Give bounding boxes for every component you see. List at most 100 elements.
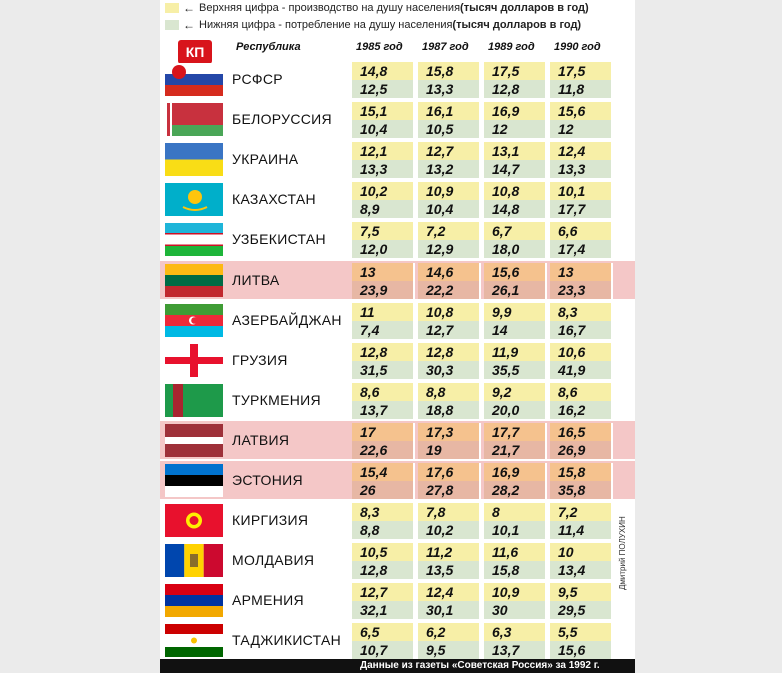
production-value: 17,5 [484,62,547,80]
production-value: 16,9 [484,463,547,481]
table-row: АРМЕНИЯ 12,7 12,4 10,9 9,5 32,1 30,1 30 29,5 [160,581,635,620]
republic-name: ТАДЖИКИСТАН [232,632,342,649]
legend-production: ← Верхняя цифра - производство на душу н… [165,0,589,16]
flag-icon [165,584,223,618]
consumption-value: 14,8 [484,200,547,219]
production-value: 15,8 [418,62,481,80]
production-value: 8 [484,503,547,522]
consumption-value: 22,6 [352,440,415,459]
consumption-value: 13,4 [550,561,613,580]
production-value: 15,6 [484,262,547,281]
table-row: МОЛДАВИЯ 10,5 11,2 11,6 10 12,8 13,5 15,8 13,4 [160,541,635,580]
production-value: 12,4 [550,142,613,161]
production-value: 11,2 [418,543,481,562]
consumption-value: 17,7 [550,200,613,219]
flag-icon [165,263,223,297]
production-value: 12,7 [352,583,415,602]
consumption-value: 27,8 [418,481,481,499]
production-value: 13,1 [484,142,547,161]
republic-name: КАЗАХСТАН [232,191,316,208]
flag-icon [165,383,223,417]
consumption-value: 41,9 [550,360,613,379]
table-row: РСФСР 14,8 15,8 17,5 17,5 12,5 13,3 12,8 11,8 [160,60,635,98]
consumption-value: 17,4 [550,240,613,259]
source-footer: Данные из газеты «Советская Россия» за 1… [160,659,635,673]
table-row: ТАДЖИКИСТАН 6,5 6,2 6,3 5,5 10,7 9,5 13,7 15,6 [160,621,635,660]
table-row: БЕЛОРУССИЯ 15,1 16,1 16,9 15,6 10,4 10,5 12 12 [160,100,635,139]
production-value: 9,2 [484,382,547,401]
consumption-value: 13,7 [352,400,415,419]
production-value: 11,6 [484,543,547,562]
consumption-value: 12,8 [484,80,547,98]
header-republic: Республика [236,41,301,53]
production-value: 12,7 [418,142,481,161]
consumption-value: 10,2 [418,521,481,540]
flag-icon [165,223,223,257]
table-row: ЛАТВИЯ 17 17,3 17,7 16,5 22,6 19 21,7 26,9 [160,420,635,459]
author-credit: Дмитрий ПОЛУХИН [618,516,627,590]
republic-name: УКРАИНА [232,151,299,168]
production-value: 8,3 [550,302,613,321]
production-value: 8,6 [550,382,613,401]
production-value: 15,1 [352,102,415,121]
consumption-value: 35,8 [550,481,613,499]
flag-icon [165,464,223,497]
production-value: 10,1 [550,182,613,201]
production-value: 10,9 [484,583,547,602]
table-row: УЗБЕКИСТАН 7,5 7,2 6,7 6,6 12,0 12,9 18,0 17,4 [160,220,635,259]
consumption-value: 21,7 [484,440,547,459]
production-value: 8,6 [352,382,415,401]
production-value: 9,9 [484,302,547,321]
production-value: 6,2 [418,623,481,642]
consumption-value: 12,9 [418,240,481,259]
production-value: 7,5 [352,222,415,241]
consumption-value: 16,2 [550,400,613,419]
consumption-value: 19 [418,440,481,459]
consumption-value: 13,3 [418,80,481,98]
production-value: 10,2 [352,182,415,201]
source-footer-text: Данные из газеты «Советская Россия» за 1… [360,660,600,671]
flag-icon [165,504,223,538]
table-row: АЗЕРБАЙДЖАН 11 10,8 9,9 8,3 7,4 12,7 14 16,7 [160,301,635,339]
consumption-value: 26 [352,481,415,499]
republic-name: ЭСТОНИЯ [232,472,303,488]
legend-production-swatch [165,3,179,13]
republic-name: КИРГИЗИЯ [232,512,309,529]
republic-name: ТУРКМЕНИЯ [232,391,321,408]
production-value: 6,6 [550,222,613,241]
production-value: 12,8 [418,342,481,361]
production-value: 6,3 [484,623,547,642]
consumption-value: 18,0 [484,240,547,259]
production-value: 12,4 [418,583,481,602]
flag-icon [165,63,223,96]
flag-icon [165,303,223,337]
production-value: 5,5 [550,623,613,642]
production-value: 17,5 [550,62,613,80]
production-value: 13 [352,262,415,281]
consumption-value: 32,1 [352,601,415,620]
production-value: 16,1 [418,102,481,121]
republic-name: ГРУЗИЯ [232,351,288,368]
consumption-value: 13,2 [418,160,481,179]
consumption-value: 22,2 [418,280,481,299]
republic-name: РСФСР [232,71,283,87]
legend-consumption-unit: (тысяч долларов в год) [452,19,582,31]
table-row: УКРАИНА 12,1 12,7 13,1 12,4 13,3 13,2 14,7 13,3 [160,140,635,179]
production-value: 17,3 [418,422,481,441]
arrow-left-icon: ← [183,18,195,32]
consumption-value: 31,5 [352,360,415,379]
production-value: 10,8 [418,302,481,321]
production-value: 6,7 [484,222,547,241]
legend-production-text: Верхняя цифра - производство на душу нас… [199,2,461,14]
consumption-value: 10,4 [352,120,415,139]
consumption-value: 26,1 [484,280,547,299]
consumption-value: 13,5 [418,561,481,580]
kp-logo: КП [178,40,212,64]
consumption-value: 26,9 [550,440,613,459]
header-year: 1990 год [554,41,601,53]
consumption-value: 13,3 [550,160,613,179]
table-row: ЭСТОНИЯ 15,4 17,6 16,9 15,8 26 27,8 28,2 35,8 [160,461,635,499]
consumption-value: 23,3 [550,280,613,299]
table-header: Республика 1985 год 1987 год 1989 год 19… [160,38,635,58]
consumption-value: 29,5 [550,601,613,620]
